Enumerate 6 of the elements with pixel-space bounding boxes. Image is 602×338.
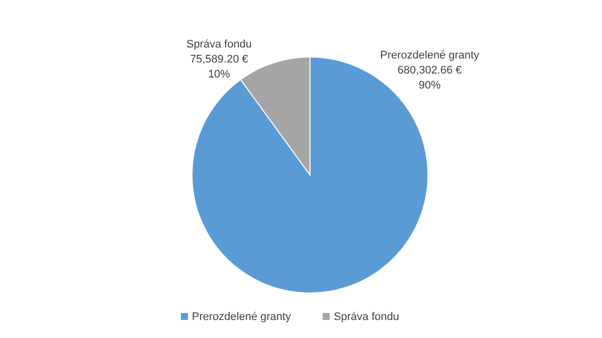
- data-label: 680,302.66 € 90%: [398, 64, 462, 92]
- slice-label: Správa fondu: [186, 38, 252, 50]
- slice-label: Prerozdelené granty: [380, 49, 480, 62]
- legend-label: Správa fondu: [334, 311, 400, 323]
- data-label: 75,589.20 € 10%: [190, 53, 248, 80]
- legend-label: Prerozdelené granty: [192, 311, 292, 323]
